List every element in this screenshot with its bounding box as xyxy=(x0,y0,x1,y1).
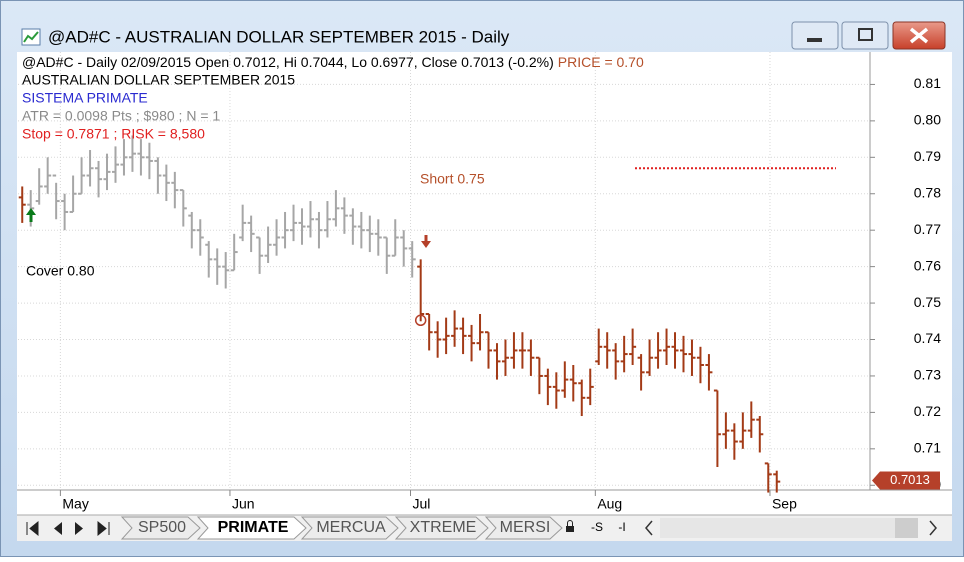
stop-text: Stop = 0.7871 ; RISK = 8,580 xyxy=(22,126,205,142)
x-tick-label: May xyxy=(62,496,88,512)
atr-text: ATR = 0.0098 Pts ; $980 ; N = 1 xyxy=(22,108,220,124)
x-tick-label: Jun xyxy=(232,496,255,512)
info-line: @AD#C - Daily 02/09/2015 Open 0.7012, Hi… xyxy=(22,54,644,70)
tab[interactable] xyxy=(484,516,563,540)
close-button[interactable] xyxy=(892,21,946,50)
y-tick-label: 0.77 xyxy=(914,221,941,237)
last-price-badge xyxy=(872,471,940,490)
y-tick-label: 0.75 xyxy=(914,294,941,310)
tab-label[interactable]: XTREME xyxy=(410,519,477,536)
chart-title: AUSTRALIAN DOLLAR SEPTEMBER 2015 xyxy=(22,72,295,88)
y-tick-label: 0.80 xyxy=(914,112,941,128)
annotation: Cover 0.80 xyxy=(26,263,95,279)
tab[interactable] xyxy=(394,516,489,540)
tab[interactable] xyxy=(120,516,201,540)
info: @AD#C - Daily 02/09/2015 Open 0.7012, Hi… xyxy=(22,54,554,70)
chart-area xyxy=(17,52,952,515)
scroll-thumb[interactable] xyxy=(895,518,918,538)
tabs: SP500 PRIMATE MERCUA XTREME MERSI xyxy=(120,516,563,540)
short-arrow xyxy=(421,235,431,248)
toolbar-button[interactable]: -S xyxy=(591,520,603,534)
tab[interactable] xyxy=(196,516,307,540)
y-tick-label: 0.72 xyxy=(914,403,941,419)
annotation: Short 0.75 xyxy=(420,171,485,187)
y-tick-label: 0.71 xyxy=(914,440,941,456)
tab-label[interactable]: SP500 xyxy=(138,519,186,536)
price-label: PRICE = 0.70 xyxy=(558,54,644,70)
scroll-right[interactable] xyxy=(929,520,937,536)
window-title: @AD#C - AUSTRALIAN DOLLAR SEPTEMBER 2015… xyxy=(48,27,510,46)
tab[interactable] xyxy=(300,516,399,540)
y-tick-label: 0.76 xyxy=(914,257,941,273)
x-tick-label: Jul xyxy=(413,496,431,512)
app-icon xyxy=(21,28,41,46)
entry-marker xyxy=(414,314,427,327)
system-name: SISTEMA PRIMATE xyxy=(22,90,148,106)
scroll-track[interactable] xyxy=(660,518,918,538)
header-text: @AD#C - Daily 02/09/2015 Open 0.7012, Hi… xyxy=(22,54,644,142)
x-tick-label: Sep xyxy=(772,496,797,512)
x-tick-label: Aug xyxy=(597,496,622,512)
plot xyxy=(18,52,875,496)
scroll-left[interactable] xyxy=(645,520,653,536)
cover-arrow xyxy=(26,208,36,222)
last-price-label: 0.7013 xyxy=(890,472,930,487)
tab-label[interactable]: MERSI xyxy=(500,519,551,536)
tab-label[interactable]: MERCUA xyxy=(316,519,386,536)
tab-label[interactable]: PRIMATE xyxy=(218,519,289,536)
lock-icon[interactable] xyxy=(566,520,574,533)
nav-buttons[interactable] xyxy=(26,520,110,537)
y-tick-label: 0.73 xyxy=(914,367,941,383)
y-tick-label: 0.79 xyxy=(914,148,941,164)
maximize-button[interactable] xyxy=(841,21,889,50)
minimize-button[interactable] xyxy=(791,21,839,50)
y-tick-label: 0.78 xyxy=(914,184,941,200)
toolbar-button[interactable]: -I xyxy=(618,520,625,534)
y-tick-label: 0.74 xyxy=(914,330,941,346)
y-tick-label: 0.81 xyxy=(914,75,941,91)
